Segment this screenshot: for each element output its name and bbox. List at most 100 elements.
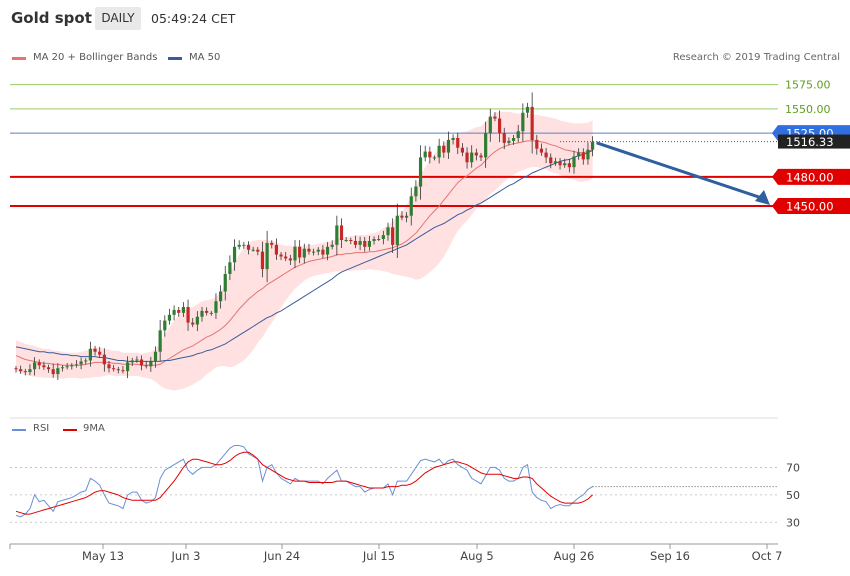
candle [177,306,181,317]
candle [223,265,227,301]
candle-body [102,354,106,365]
timestamp: 05:49:24 CET [151,11,236,26]
candle [377,235,381,241]
candle-body [116,369,120,371]
candle-body [507,140,511,143]
candle-body [414,186,418,197]
candle [460,143,464,157]
candle-body [432,157,437,159]
candle [298,240,302,264]
candle [395,203,399,258]
level-label-5: 1450.00 [786,200,834,214]
candle [511,135,516,145]
candle [14,365,18,373]
candle [451,134,455,145]
candle-body [344,240,348,241]
level-label-4: 1480.00 [786,170,834,184]
timeframe-button[interactable]: DAILY [95,7,141,30]
candle [349,237,353,245]
x-tick-label-5: Aug 26 [554,549,595,563]
candle [214,293,218,319]
candle [558,158,562,170]
ma50-line [15,150,593,362]
candle-body [256,249,260,252]
candle-body [270,242,274,245]
candle [312,248,316,256]
candle [321,245,325,259]
candle-body [577,152,581,157]
candle [353,235,358,249]
candle-body [126,362,130,372]
candle [51,363,55,378]
candle [446,131,451,159]
candle-body [553,161,557,164]
candle-body [177,309,181,313]
candle [330,240,334,250]
candle [535,134,539,155]
candle-body [535,139,539,149]
candle-body [298,246,302,258]
forecast-arrow-shaft [596,141,763,200]
candle-body [260,251,265,270]
candle [65,363,69,370]
candle-body [437,145,441,158]
candle [381,230,385,245]
ma20-legend-swatch [12,57,26,60]
candle [358,236,362,251]
candle-body [205,310,209,313]
candle-body [586,149,590,160]
candle [37,359,41,370]
candle [19,365,23,374]
candle-body [200,310,204,317]
candle [591,136,595,157]
candle-body [405,215,409,218]
candle-body [484,133,488,158]
candle [525,102,530,118]
candle [163,315,167,337]
candle [116,366,120,374]
candle [284,251,288,262]
level-label-bg-4 [772,168,850,185]
x-tick-label-6: Sep 16 [650,549,690,563]
candle [423,145,427,162]
candle-body [107,364,111,369]
candle-body [121,370,125,372]
candle-body [451,138,455,140]
candle-body [386,227,390,236]
candle [153,346,158,368]
rsi-legend-label: RSI [33,423,50,434]
resistance-label-0: 1575.00 [785,79,831,92]
candle-body [367,240,371,247]
candle-body [363,240,367,247]
rsi-ma-legend-label: 9MA [83,423,105,434]
candle [586,142,590,165]
candle [167,308,172,325]
candle [530,92,534,154]
rsi-legend-swatch [12,429,26,431]
candle [135,356,139,363]
candle [270,240,274,249]
candle [79,357,83,370]
candle [46,364,51,373]
candle [428,146,432,164]
research-credit: Research © 2019 Trading Central [672,52,840,63]
candle [316,247,320,256]
candle [367,236,371,251]
ma20-legend-label: MA 20 + Bollinger Bands [33,52,158,63]
x-tick-label-2: Jun 24 [263,549,300,563]
candle [372,236,376,245]
candle [209,310,213,316]
candle [488,108,492,142]
x-tick-label-1: Jun 3 [171,549,201,563]
candle-body [274,244,278,255]
candle-body [242,244,246,246]
candle-body [135,359,139,361]
candle [474,148,478,161]
forecast-arrow-head [755,190,770,206]
candle-body [172,309,176,315]
candle-body [372,239,376,241]
candle [74,360,79,368]
candle-body [316,249,320,252]
candle [84,358,88,365]
candle-body [470,152,474,163]
